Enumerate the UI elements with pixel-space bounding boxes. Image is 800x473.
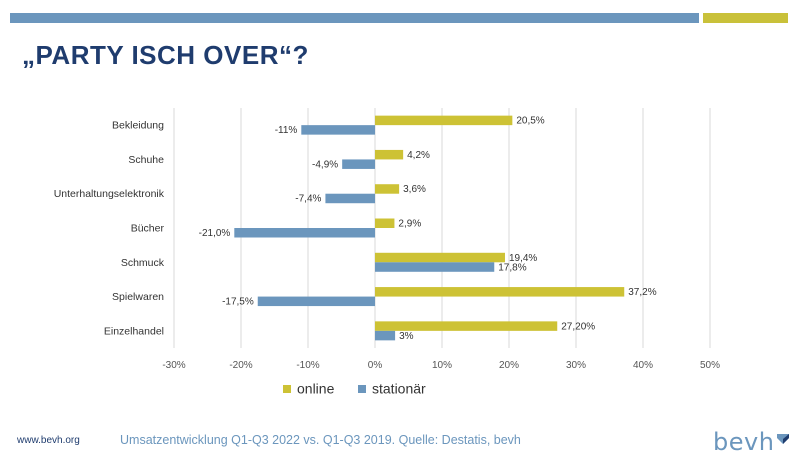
category-label: Bücher [131,223,165,235]
category-label: Schuhe [128,154,164,166]
logo-text: bevh [713,428,775,456]
data-label: 3,6% [403,184,426,195]
header-accent-bar-olive [703,13,788,23]
bar-stationaer [257,296,375,307]
bar-stationaer [301,125,375,135]
category-label: Unterhaltungselektronik [54,188,165,200]
bar-stationaer [375,330,396,341]
bevh-logo: bevh [713,429,790,459]
bar-stationaer [325,193,375,204]
category-label: Spielwaren [112,291,164,303]
bar-stationaer [375,262,495,272]
data-label: -17,5% [222,297,254,308]
category-label: Schmuck [121,257,165,269]
x-tick-label: 50% [700,360,720,371]
bar-stationaer [234,228,375,238]
header-accent-bar-blue [10,13,699,23]
bar-online [375,184,400,194]
data-label: -21,0% [199,228,231,239]
bar-online [375,252,505,263]
bar-stationaer [342,159,375,169]
bar-online [375,287,625,297]
bar-online [375,321,558,331]
data-label: 19,4% [509,253,537,264]
bar-online [375,115,513,126]
data-label: -7,4% [295,194,321,205]
legend-label: online [297,381,335,397]
category-label: Einzelhandel [104,325,164,337]
x-tick-label: 30% [566,360,586,371]
x-tick-label: -10% [296,360,319,371]
data-label: 27,20% [561,321,595,332]
slide-title: „PARTY ISCH OVER“? [22,40,309,70]
data-label: 17,8% [498,262,526,273]
x-tick-label: 40% [633,360,653,371]
bar-online [375,218,395,228]
legend-swatch [358,385,366,393]
legend-swatch [283,385,291,393]
data-label: 4,2% [407,150,430,161]
logo-mark-icon [777,434,790,444]
data-label: 2,9% [398,219,421,230]
data-label: -11% [275,125,298,136]
x-tick-label: -30% [162,360,185,371]
legend-label: stationär [372,381,426,397]
data-label: 3% [399,331,414,342]
footer-source: Umsatzentwicklung Q1-Q3 2022 vs. Q1-Q3 2… [120,433,521,447]
x-tick-label: 0% [368,360,383,371]
footer-url[interactable]: www.bevh.org [17,435,80,446]
x-tick-label: -20% [229,360,252,371]
x-tick-label: 20% [499,360,519,371]
data-label: 37,2% [628,287,656,298]
data-label: 20,5% [516,116,544,127]
data-label: -4,9% [312,159,338,170]
bar-online [375,149,404,160]
x-tick-label: 10% [432,360,452,371]
category-label: Bekleidung [112,120,164,132]
